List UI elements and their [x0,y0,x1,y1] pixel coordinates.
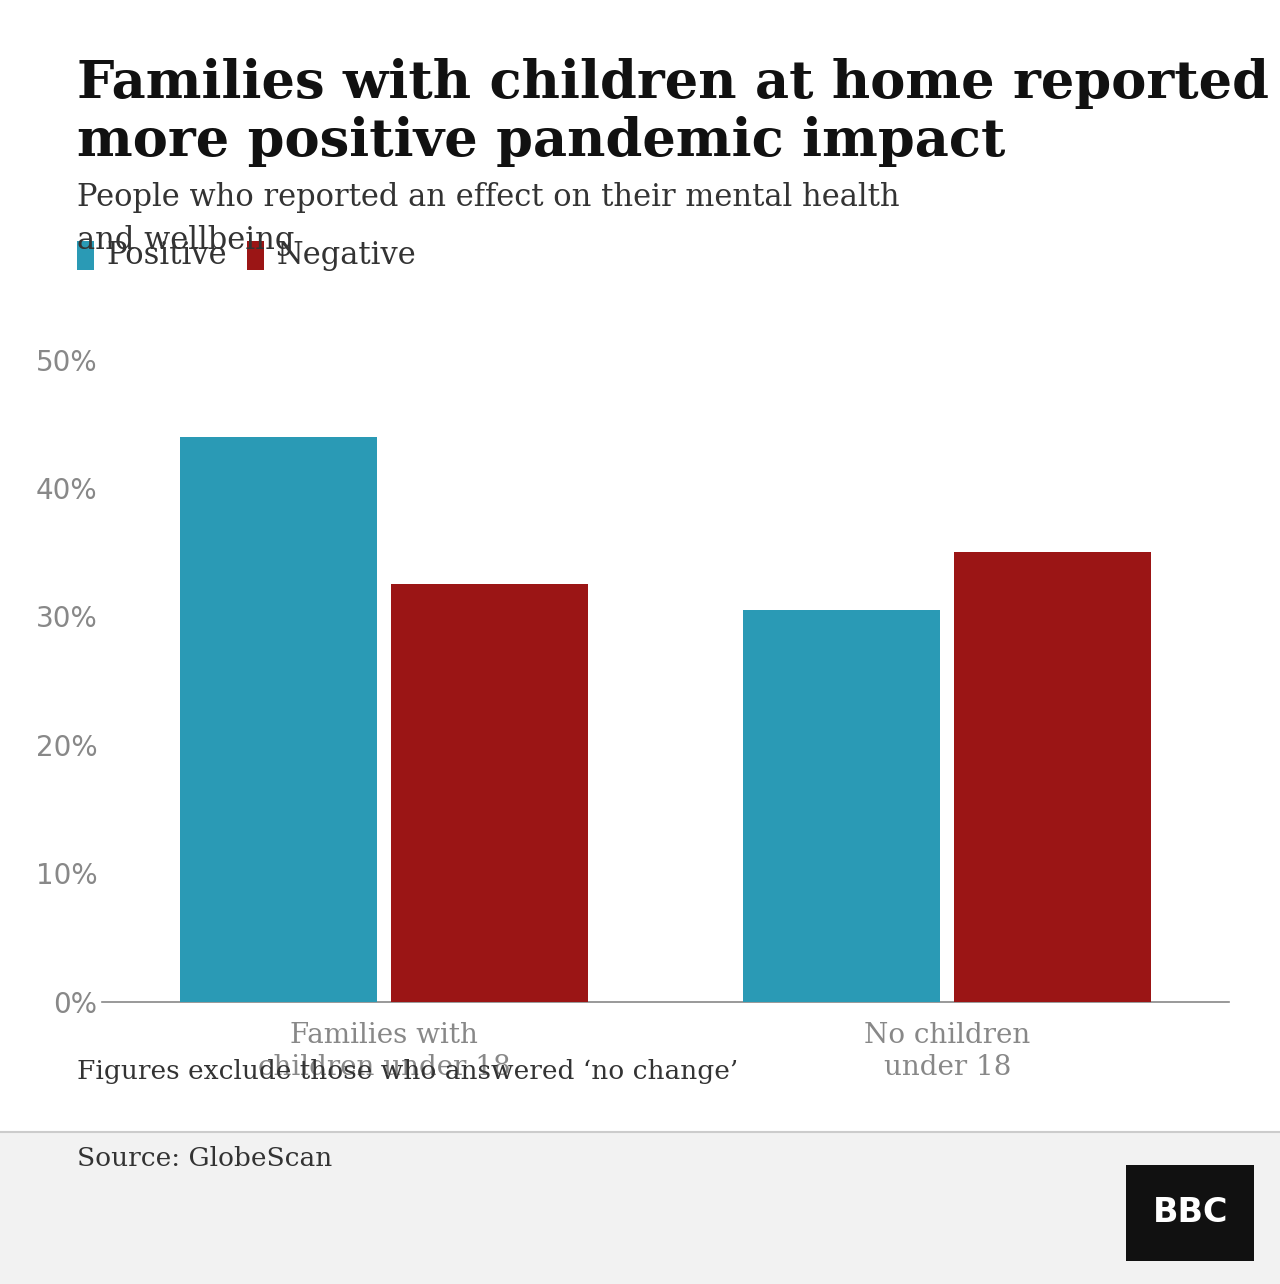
Text: Figures exclude those who answered ‘no change’: Figures exclude those who answered ‘no c… [77,1059,739,1084]
Text: BBC: BBC [1153,1197,1228,1229]
Text: Positive: Positive [106,240,227,271]
Bar [742,610,940,1002]
Text: Negative: Negative [276,240,417,271]
Bar [392,584,589,1002]
Text: Source: GlobeScan: Source: GlobeScan [77,1145,332,1171]
Text: Families with children at home reported a: Families with children at home reported … [77,58,1280,109]
Bar [179,437,376,1002]
Text: People who reported an effect on their mental health
and wellbeing: People who reported an effect on their m… [77,182,900,257]
Bar [955,552,1152,1002]
Text: more positive pandemic impact: more positive pandemic impact [77,116,1005,167]
